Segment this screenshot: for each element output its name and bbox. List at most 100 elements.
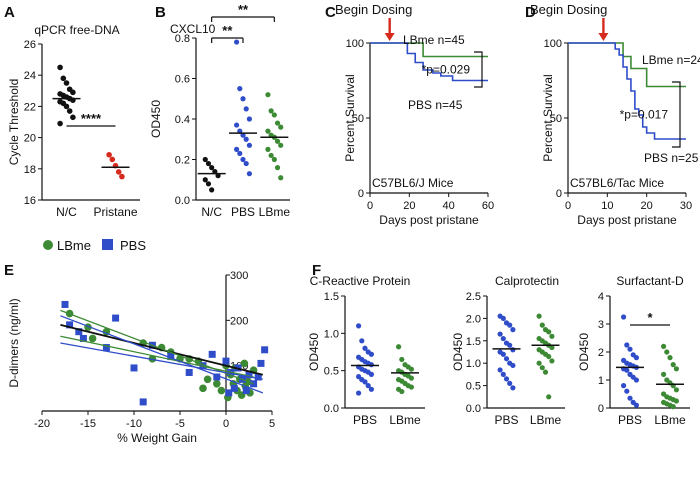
- y-axis-label: OD450: [307, 333, 321, 371]
- data-point: [271, 112, 277, 118]
- category-label: Pristane: [93, 205, 137, 219]
- x-tick-label: -15: [80, 418, 96, 430]
- data-point: [399, 356, 405, 363]
- data-point: [546, 394, 552, 400]
- y-tick-label: 2.0: [466, 313, 481, 325]
- data-point: [57, 120, 63, 127]
- data-point: [661, 343, 667, 349]
- data-point: [500, 315, 506, 321]
- legend-marker: [102, 239, 113, 250]
- panel-label: B: [155, 4, 166, 21]
- data-point: [278, 175, 284, 181]
- data-point: [88, 334, 97, 343]
- data-point: [202, 177, 208, 183]
- y-tick-label: 0.5: [324, 366, 339, 378]
- y-tick-label: 1.5: [324, 291, 339, 303]
- significance-label: **: [222, 23, 233, 38]
- y-tick-label: 16: [24, 195, 36, 207]
- data-point: [278, 142, 284, 148]
- data-point: [240, 96, 246, 102]
- data-point: [70, 89, 76, 96]
- data-point: [268, 108, 274, 114]
- data-point: [185, 368, 193, 376]
- panel-label: F: [312, 262, 321, 279]
- y-tick-label: 0: [598, 403, 604, 415]
- x-tick-label: 5: [269, 418, 275, 430]
- data-point: [66, 108, 73, 114]
- data-point: [63, 103, 70, 110]
- significance-label: *: [647, 310, 653, 325]
- x-tick-label: 0: [223, 418, 229, 430]
- category-label: PBS: [231, 205, 255, 219]
- dosing-label: Begin Dosing: [335, 2, 412, 17]
- data-point: [246, 171, 252, 177]
- y-tick-label: 26: [24, 39, 36, 51]
- data-point: [230, 384, 238, 392]
- y-tick-label: 0.6: [175, 74, 190, 86]
- data-point: [673, 366, 680, 372]
- data-point: [507, 322, 513, 328]
- data-point: [243, 106, 249, 112]
- data-point: [60, 75, 67, 82]
- data-point: [240, 359, 249, 368]
- y-tick-label: 50: [550, 113, 562, 125]
- data-point: [510, 347, 516, 353]
- data-point: [503, 376, 510, 382]
- data-point: [368, 351, 374, 357]
- category-label: N/C: [201, 205, 222, 219]
- y-tick-label: 24: [24, 70, 36, 82]
- data-point: [246, 142, 252, 148]
- data-point: [546, 353, 552, 360]
- data-point: [356, 390, 362, 396]
- data-point: [139, 398, 147, 406]
- data-point: [510, 385, 516, 391]
- data-point: [667, 355, 673, 361]
- data-point: [265, 92, 271, 98]
- y-tick-label: 0.0: [324, 403, 339, 415]
- y-axis-label: D-dimers (ng/ml): [7, 298, 21, 387]
- x-tick-label: 20: [403, 200, 415, 212]
- data-point: [633, 377, 640, 383]
- data-point: [365, 383, 371, 389]
- data-point: [274, 120, 281, 126]
- x-tick-label: 40: [443, 200, 455, 212]
- legend-label: PBS n=45: [408, 98, 463, 112]
- y-tick-label: 2.5: [466, 291, 481, 303]
- data-point: [670, 362, 676, 368]
- data-point: [673, 398, 680, 404]
- legend-marker: [43, 240, 53, 250]
- y-tick-label: 0.0: [466, 403, 481, 415]
- chart-title: Calprotectin: [495, 274, 559, 288]
- panel-label: E: [4, 262, 14, 279]
- y-tick-label: 3: [598, 319, 604, 331]
- survival-curve: [568, 42, 686, 88]
- data-point: [396, 344, 402, 350]
- y-tick-label: 50: [352, 113, 364, 125]
- strain-annotation: C57BL6/J Mice: [372, 176, 454, 190]
- panel-label: C: [325, 4, 336, 21]
- data-point: [359, 338, 365, 344]
- data-point: [503, 356, 510, 362]
- y-tick-label: 0.8: [175, 33, 190, 45]
- data-point: [633, 402, 640, 408]
- data-point: [670, 404, 676, 410]
- data-point: [507, 342, 513, 348]
- x-axis-label: % Weight Gain: [117, 431, 197, 445]
- data-point: [408, 375, 414, 381]
- data-point: [109, 156, 116, 163]
- x-tick-label: 30: [680, 200, 692, 212]
- y-tick-label: 22: [24, 101, 36, 113]
- chart-title: Surfactant-D: [616, 274, 684, 288]
- x-tick-label: 10: [601, 200, 613, 212]
- legend-label: LBme n=24: [642, 53, 700, 67]
- legend-label: LBme n=45: [403, 33, 465, 47]
- data-point: [130, 364, 138, 372]
- x-axis-label: Days post pristane: [577, 213, 677, 227]
- data-point: [213, 373, 221, 381]
- data-point: [627, 395, 633, 401]
- data-point: [167, 353, 175, 361]
- data-point: [539, 322, 545, 328]
- data-point: [237, 150, 243, 157]
- x-tick-label: -20: [34, 418, 50, 430]
- survival-curve: [568, 42, 686, 140]
